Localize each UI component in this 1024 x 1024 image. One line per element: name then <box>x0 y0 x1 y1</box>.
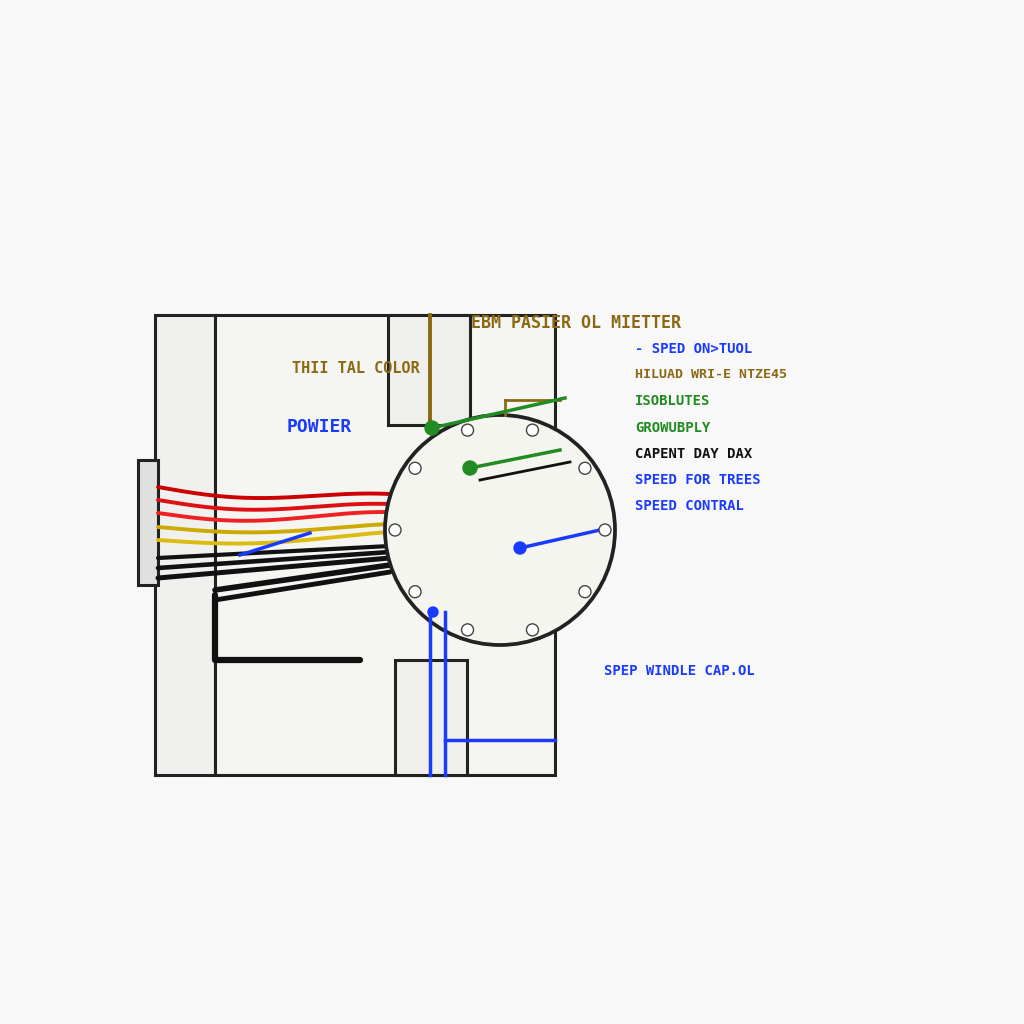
Circle shape <box>579 462 591 474</box>
Text: GROWUBPLY: GROWUBPLY <box>635 421 711 435</box>
Bar <box>395 660 467 775</box>
Text: EBM PASIER OL MIETTER: EBM PASIER OL MIETTER <box>471 313 681 332</box>
Circle shape <box>526 424 539 436</box>
Text: POWIER: POWIER <box>287 418 352 436</box>
Circle shape <box>599 524 611 536</box>
Bar <box>215 315 555 775</box>
Bar <box>388 315 470 425</box>
Bar <box>155 315 215 775</box>
Circle shape <box>462 624 473 636</box>
Text: SPEED CONTRAL: SPEED CONTRAL <box>635 499 743 513</box>
Circle shape <box>389 524 401 536</box>
Text: CAPENT DAY DAX: CAPENT DAY DAX <box>635 446 753 461</box>
Circle shape <box>514 542 526 554</box>
Text: HILUAD WRI-E NTZE45: HILUAD WRI-E NTZE45 <box>635 369 786 381</box>
Circle shape <box>409 586 421 598</box>
Circle shape <box>409 462 421 474</box>
Circle shape <box>526 624 539 636</box>
Text: ISOBLUTES: ISOBLUTES <box>635 394 711 409</box>
Text: THII TAL COLOR: THII TAL COLOR <box>292 361 420 376</box>
Bar <box>138 460 158 585</box>
Text: SPEP WINDLE CAP.OL: SPEP WINDLE CAP.OL <box>604 664 755 678</box>
Circle shape <box>428 607 438 617</box>
Circle shape <box>579 586 591 598</box>
Circle shape <box>385 415 615 645</box>
Circle shape <box>425 421 439 435</box>
Circle shape <box>462 424 473 436</box>
Text: - SPED ON>TUOL: - SPED ON>TUOL <box>635 342 753 356</box>
Circle shape <box>463 461 477 475</box>
Text: SPEED FOR TREES: SPEED FOR TREES <box>635 473 761 487</box>
